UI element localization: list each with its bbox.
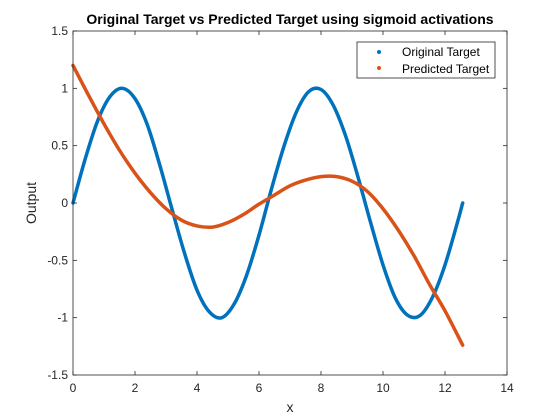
series-line-original-target [71,86,465,320]
x-tick-label: 2 [132,381,139,395]
legend-label-predicted-target: Predicted Target [402,62,490,76]
series-line-predicted-target [71,63,465,347]
x-tick-label: 6 [256,381,263,395]
x-tick-label: 10 [376,381,390,395]
legend-box [356,41,496,79]
x-tick-label: 12 [438,381,452,395]
y-tick-label: 1.5 [51,24,68,38]
y-tick-label: -1 [57,311,68,325]
y-tick-label: -0.5 [47,253,68,267]
x-tick-label: 4 [194,381,201,395]
y-tick-label: 0.5 [51,139,68,153]
legend-label-original-target: Original Target [402,45,480,59]
x-tick-label: 8 [318,381,325,395]
legend: Original Target Predicted Target [356,41,496,79]
series-layer [71,63,465,347]
y-tick-label: 0 [61,196,68,210]
y-tick-label: 1 [61,81,68,95]
x-axis-label: x [287,399,294,415]
x-tick-label: 14 [500,381,514,395]
plot-area-background [73,31,507,375]
legend-marker-original-target [377,50,381,54]
legend-marker-predicted-target [377,66,381,70]
tick-layer: 0 2 4 6 8 10 12 14 -1.5 -1 -0.5 0 0.5 1 1.5 [47,24,514,395]
y-axis-label: Output [23,182,39,224]
chart-title: Original Target vs Predicted Target usin… [86,11,493,27]
x-tick-label: 0 [70,381,77,395]
y-tick-label: -1.5 [47,368,68,382]
